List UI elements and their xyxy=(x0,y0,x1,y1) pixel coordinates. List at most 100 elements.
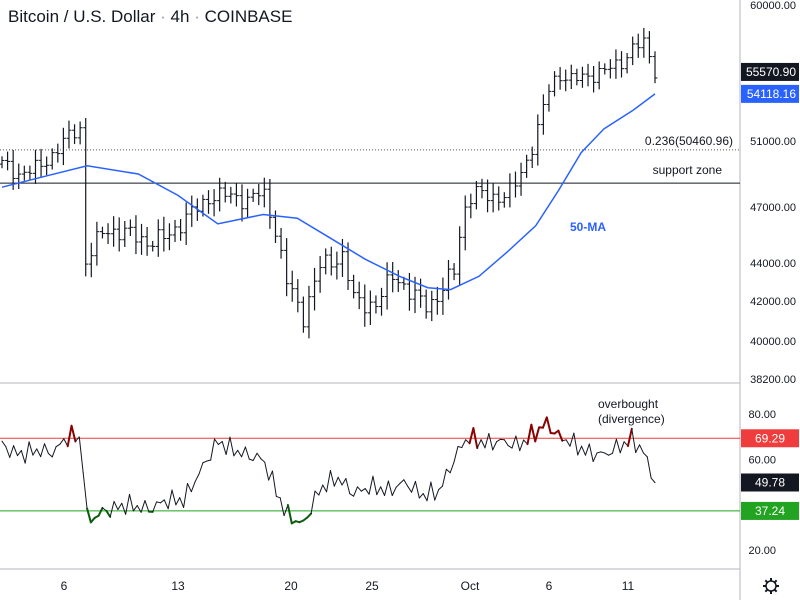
rsi-line-segment xyxy=(511,435,517,449)
rsi-line-segment xyxy=(51,446,57,458)
rsi-line-segment xyxy=(78,436,84,473)
rsi-line-segment xyxy=(59,438,65,445)
rsi-line-segment xyxy=(237,449,243,458)
rsi-line-segment xyxy=(144,500,150,513)
rsi-annotation-line-1: overbought xyxy=(598,397,659,411)
rsi-line-segment xyxy=(310,490,316,515)
rsi-line-segment xyxy=(159,499,165,504)
rsi-line-segment xyxy=(484,432,490,449)
ma-price-label: 54118.16 xyxy=(747,87,796,101)
rsi-line-segment xyxy=(426,481,432,502)
rsi-line-segment xyxy=(225,436,231,456)
rsi-line-segment xyxy=(229,436,235,457)
rsi-line-segment xyxy=(74,436,80,442)
rsi-line-segment xyxy=(646,456,652,479)
rsi-line-segment xyxy=(639,444,644,454)
rsi-line-segment xyxy=(642,452,648,458)
rsi-line-segment xyxy=(214,438,219,446)
rsi-axis-label: 80.00 xyxy=(748,409,776,421)
rsi-line-segment xyxy=(631,428,637,454)
rsi-line-segment xyxy=(476,439,482,449)
symbol-name[interactable]: Bitcoin / U.S. Dollar xyxy=(8,7,156,26)
rsi-overbought-tag xyxy=(741,429,799,448)
rsi-line-segment xyxy=(557,429,564,442)
rsi-line-segment xyxy=(256,452,262,460)
support-zone-label: support zone xyxy=(653,163,723,177)
ma-line xyxy=(1,93,656,291)
rsi-line-segment xyxy=(604,452,610,456)
rsi-line-segment xyxy=(97,506,104,517)
rsi-line-segment xyxy=(615,438,621,454)
rsi-line-segment xyxy=(186,482,192,493)
rsi-line-segment xyxy=(252,452,258,462)
rsi-line-segment xyxy=(194,473,200,483)
rsi-line-segment xyxy=(588,443,594,463)
rsi-line-segment xyxy=(407,485,413,493)
rsi-line-segment xyxy=(198,462,204,475)
rsi-current-tag xyxy=(741,473,799,492)
rsi-line-segment xyxy=(105,509,112,518)
ma-price-tag xyxy=(741,84,799,103)
price-axis-label: 40000.00 xyxy=(750,336,796,348)
rsi-line-segment xyxy=(584,443,590,456)
rsi-line-segment xyxy=(44,443,49,454)
rsi-line-segment xyxy=(600,451,606,454)
rsi-line-segment xyxy=(268,470,273,481)
rsi-line-segment xyxy=(152,501,158,513)
rsi-line-segment xyxy=(286,503,293,525)
rsi-line-segment xyxy=(322,484,328,493)
rsi-line-segment xyxy=(202,460,208,464)
rsi-line-segment xyxy=(248,458,254,462)
rsi-line-segment xyxy=(449,461,455,474)
rsi-line-segment xyxy=(349,493,355,497)
title-separator-2: · xyxy=(194,7,200,26)
chart-title: Bitcoin / U.S. Dollar · 4h · COINBASE xyxy=(8,7,292,27)
fib-level-label: 0.236(50460.96) xyxy=(645,134,733,148)
rsi-line-segment xyxy=(132,505,138,512)
rsi-line-segment xyxy=(326,470,331,493)
rsi-line-segment xyxy=(244,446,250,460)
rsi-oversold-tag xyxy=(741,501,799,520)
time-axis-label: 6 xyxy=(546,579,553,593)
rsi-annotation-line-2: (divergence) xyxy=(598,412,665,426)
rsi-line-segment xyxy=(387,480,393,497)
rsi-line-segment xyxy=(380,486,386,496)
rsi-line-segment xyxy=(399,479,405,484)
gear-icon[interactable] xyxy=(763,578,779,594)
rsi-line-segment xyxy=(434,489,440,501)
rsi-line-segment xyxy=(306,512,313,519)
rsi-line-segment xyxy=(488,432,494,451)
rsi-line-segment xyxy=(468,427,475,445)
rsi-line-segment xyxy=(573,432,579,456)
rsi-line-segment xyxy=(472,427,479,450)
rsi-line-segment xyxy=(5,446,11,458)
rsi-line-segment xyxy=(581,445,586,456)
rsi-line-segment xyxy=(545,416,552,434)
rsi-oversold-label: 37.24 xyxy=(755,504,785,518)
rsi-line-segment xyxy=(264,461,270,481)
rsi-line-segment xyxy=(569,432,575,447)
rsi-line-segment xyxy=(414,480,420,499)
rsi-line-segment xyxy=(619,441,625,454)
rsi-line-segment xyxy=(66,424,73,448)
rsi-line-segment xyxy=(271,470,277,497)
rsi-line-segment xyxy=(596,451,602,454)
rsi-line-segment xyxy=(28,441,34,456)
rsi-line-segment xyxy=(541,416,548,429)
rsi-line-segment xyxy=(503,439,509,447)
rsi-current-label: 49.78 xyxy=(755,475,785,489)
rsi-line-segment xyxy=(117,502,123,511)
rsi-line-segment xyxy=(32,448,38,456)
rsi-line-segment xyxy=(519,439,525,452)
interval-label[interactable]: 4h xyxy=(170,7,190,26)
rsi-line-segment xyxy=(1,440,7,448)
rsi-line-segment xyxy=(457,445,463,449)
rsi-line-segment xyxy=(561,439,567,442)
time-axis-label: 20 xyxy=(284,579,298,593)
rsi-line-segment xyxy=(233,449,239,457)
rsi-line-segment xyxy=(337,476,343,486)
time-axis-label: Oct xyxy=(461,579,480,593)
rsi-line-segment xyxy=(345,478,351,495)
rsi-line-segment xyxy=(438,485,443,491)
